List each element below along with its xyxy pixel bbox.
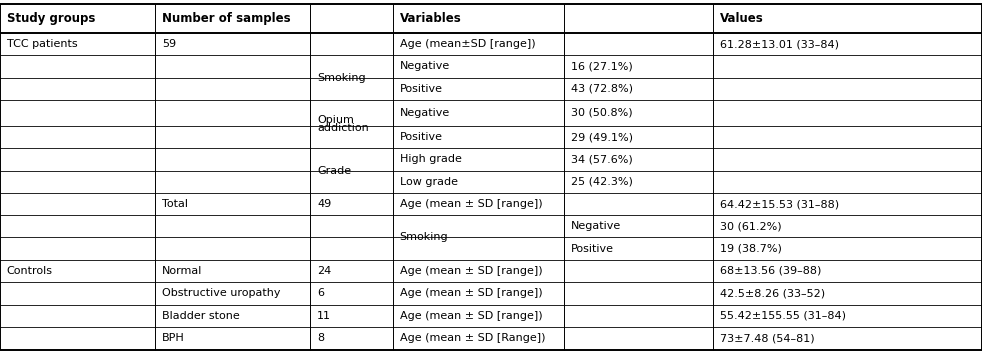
Text: 34 (57.6%): 34 (57.6%): [571, 154, 632, 165]
Text: TCC patients: TCC patients: [7, 39, 78, 49]
Text: 30 (50.8%): 30 (50.8%): [571, 108, 632, 118]
Text: 24: 24: [317, 266, 332, 276]
Text: 11: 11: [317, 311, 331, 321]
Text: Grade: Grade: [317, 166, 352, 176]
Text: Age (mean ± SD [range]): Age (mean ± SD [range]): [400, 199, 542, 209]
Text: 30 (61.2%): 30 (61.2%): [720, 221, 782, 232]
Text: 64.42±15.53 (31–88): 64.42±15.53 (31–88): [720, 199, 839, 209]
Text: 8: 8: [317, 333, 324, 343]
Text: Age (mean ± SD [range]): Age (mean ± SD [range]): [400, 289, 542, 298]
Text: Positive: Positive: [400, 84, 443, 94]
Text: Study groups: Study groups: [7, 12, 95, 25]
Text: 6: 6: [317, 289, 324, 298]
Text: 59: 59: [162, 39, 176, 49]
Text: Age (mean ± SD [range]): Age (mean ± SD [range]): [400, 266, 542, 276]
Text: 43 (72.8%): 43 (72.8%): [571, 84, 632, 94]
Text: 19 (38.7%): 19 (38.7%): [720, 244, 782, 253]
Text: 16 (27.1%): 16 (27.1%): [571, 62, 632, 72]
Text: Opium: Opium: [317, 115, 355, 125]
Text: High grade: High grade: [400, 154, 462, 165]
Text: BPH: BPH: [162, 333, 185, 343]
Text: 68±13.56 (39–88): 68±13.56 (39–88): [720, 266, 821, 276]
Text: Low grade: Low grade: [400, 177, 458, 187]
Text: Negative: Negative: [571, 221, 621, 232]
Text: Variables: Variables: [400, 12, 462, 25]
Text: 73±7.48 (54–81): 73±7.48 (54–81): [720, 333, 814, 343]
Text: Values: Values: [720, 12, 764, 25]
Text: Bladder stone: Bladder stone: [162, 311, 240, 321]
Text: Age (mean±SD [range]): Age (mean±SD [range]): [400, 39, 535, 49]
Text: Smoking: Smoking: [317, 73, 366, 82]
Text: Obstructive uropathy: Obstructive uropathy: [162, 289, 281, 298]
Text: Smoking: Smoking: [400, 233, 449, 242]
Text: 61.28±13.01 (33–84): 61.28±13.01 (33–84): [720, 39, 839, 49]
Text: 55.42±155.55 (31–84): 55.42±155.55 (31–84): [720, 311, 846, 321]
Text: Controls: Controls: [7, 266, 53, 276]
Text: Positive: Positive: [400, 132, 443, 142]
Text: Negative: Negative: [400, 62, 450, 72]
Text: Age (mean ± SD [range]): Age (mean ± SD [range]): [400, 311, 542, 321]
Text: Normal: Normal: [162, 266, 202, 276]
Text: addiction: addiction: [317, 123, 369, 133]
Text: 25 (42.3%): 25 (42.3%): [571, 177, 632, 187]
Text: Age (mean ± SD [Range]): Age (mean ± SD [Range]): [400, 333, 545, 343]
Text: 49: 49: [317, 199, 332, 209]
Text: 29 (49.1%): 29 (49.1%): [571, 132, 632, 142]
Text: Total: Total: [162, 199, 188, 209]
Text: Negative: Negative: [400, 108, 450, 118]
Text: Number of samples: Number of samples: [162, 12, 291, 25]
Text: 42.5±8.26 (33–52): 42.5±8.26 (33–52): [720, 289, 825, 298]
Text: Positive: Positive: [571, 244, 614, 253]
